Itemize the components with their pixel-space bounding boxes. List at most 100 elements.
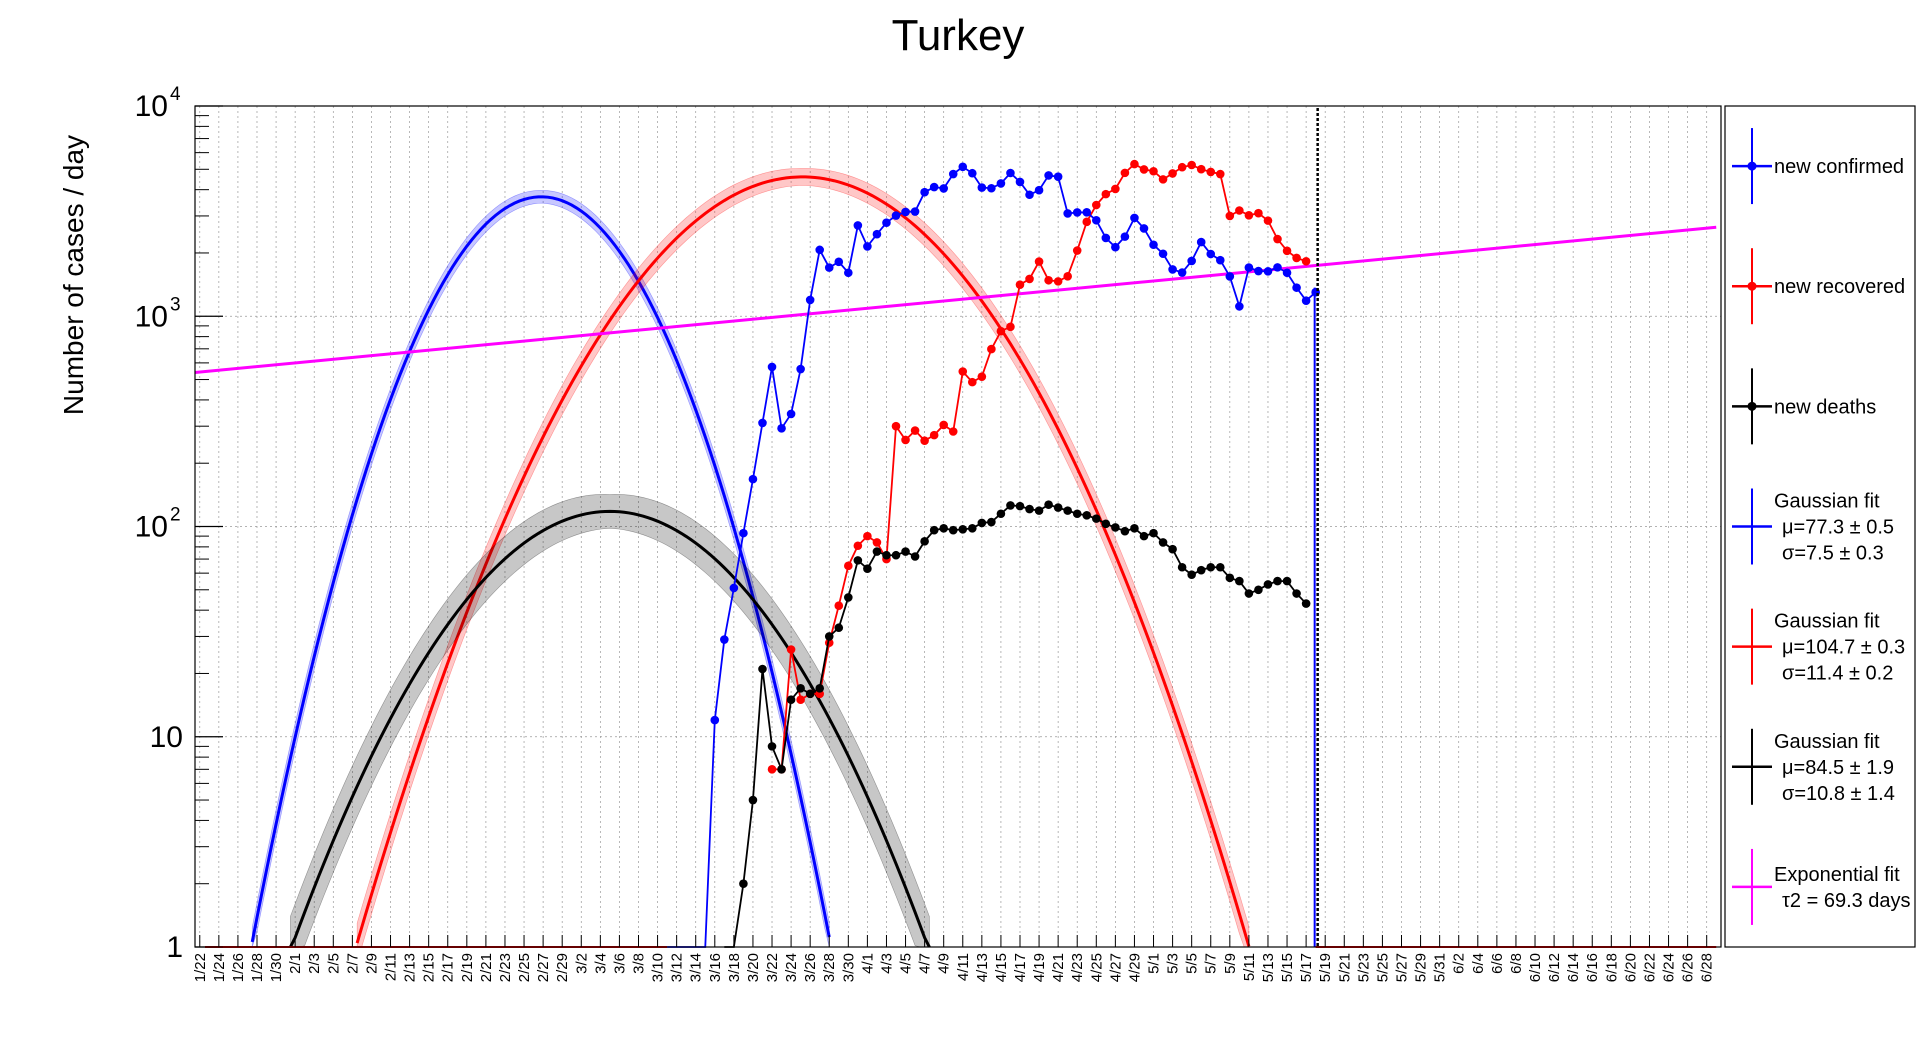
series-confirmed-point <box>1282 268 1292 278</box>
x-tick-label: 4/27 <box>1107 953 1124 982</box>
series-deaths-point <box>872 547 882 556</box>
x-tick-label: 6/24 <box>1661 953 1678 982</box>
series-confirmed-point <box>815 245 825 255</box>
series-deaths-point <box>929 525 939 535</box>
x-tick-label: 5/23 <box>1355 953 1372 982</box>
x-tick-label: 5/21 <box>1336 953 1353 982</box>
series-confirmed-point <box>1091 215 1101 225</box>
x-tick-label: 3/4 <box>592 953 609 974</box>
x-tick-label: 3/22 <box>764 953 781 982</box>
series-recovered-point <box>1196 164 1206 174</box>
x-tick-label: 5/3 <box>1165 953 1182 974</box>
series-deaths-point <box>1101 519 1111 529</box>
series-confirmed-point <box>844 268 853 278</box>
series-deaths-point <box>1196 565 1206 575</box>
series-recovered-point <box>1254 208 1263 218</box>
series-confirmed-point <box>720 635 729 644</box>
series-confirmed-point <box>1158 249 1168 259</box>
gaussian-fit-deaths-curve <box>289 509 931 948</box>
gaussian-fit-confirmed-curve <box>250 195 831 943</box>
series-confirmed-point <box>968 168 977 178</box>
series-deaths-point <box>777 765 786 774</box>
exponential-fit-line <box>194 225 1717 375</box>
series-deaths-point <box>1177 562 1187 572</box>
series-deaths-point <box>1282 576 1292 586</box>
series-confirmed-point <box>1111 242 1120 252</box>
x-tick-label: 4/23 <box>1069 953 1086 982</box>
x-tick-label: 4/3 <box>878 953 895 974</box>
y-tick-exponent: 4 <box>170 84 181 105</box>
series-recovered-point <box>977 372 987 381</box>
series-confirmed-point <box>824 263 834 272</box>
series-deaths-point <box>767 742 777 751</box>
x-tick-label: 4/21 <box>1050 953 1067 982</box>
x-tick-label: 5/7 <box>1203 953 1220 974</box>
series-recovered-point <box>1006 322 1015 332</box>
x-tick-label: 2/27 <box>535 953 552 982</box>
series-confirmed-point <box>1025 190 1034 200</box>
series-recovered-point <box>1263 216 1273 225</box>
series-confirmed-point <box>1044 171 1053 180</box>
series-deaths-point <box>977 518 987 528</box>
y-tick-label: 10 <box>135 511 168 544</box>
fit-layer <box>194 168 1717 948</box>
series-deaths-point <box>739 879 748 889</box>
series-deaths-point <box>1111 523 1120 532</box>
series-confirmed-point <box>1254 266 1263 276</box>
series-recovered-point <box>1225 211 1235 221</box>
series-confirmed-point <box>1149 240 1158 250</box>
series-recovered-point <box>891 421 901 431</box>
series-deaths-point <box>1091 514 1101 523</box>
series-confirmed-point <box>805 295 815 305</box>
series-recovered-point <box>1025 274 1034 284</box>
y-tick-exponent: 2 <box>170 505 181 526</box>
series-confirmed-point <box>739 528 748 538</box>
x-tick-label: 6/20 <box>1622 953 1639 982</box>
x-tick-label: 2/3 <box>306 953 323 974</box>
x-tick-label: 5/19 <box>1317 953 1334 982</box>
series-confirmed-point <box>729 583 739 593</box>
x-tick-label: 1/22 <box>192 953 209 982</box>
x-tick-label: 6/8 <box>1508 953 1525 974</box>
series-recovered-point <box>996 326 1006 336</box>
series-confirmed-point <box>920 187 929 197</box>
series-confirmed-point <box>1301 296 1311 305</box>
x-tick-label: 5/29 <box>1413 953 1430 982</box>
x-tick-label: 4/25 <box>1088 953 1105 982</box>
series-confirmed-point <box>1120 232 1130 241</box>
legend: new confirmed new recovered new deaths Gaus… <box>1724 105 1916 948</box>
x-tick-label: 4/19 <box>1031 953 1048 982</box>
series-deaths-point <box>1254 585 1263 595</box>
series-confirmed-point <box>1206 249 1216 259</box>
series-deaths-point <box>910 552 920 561</box>
series-recovered-point <box>1282 246 1292 256</box>
series-recovered-point <box>948 427 958 436</box>
legend-entry-text: μ=104.7 ± 0.3 <box>1782 637 1905 659</box>
x-tick-label: 2/11 <box>383 953 400 981</box>
series-deaths-point <box>824 632 834 641</box>
x-tick-label: 3/30 <box>840 953 857 982</box>
x-tick-label: 6/10 <box>1527 953 1544 982</box>
series-recovered-point <box>1120 168 1130 178</box>
series-recovered-point <box>796 695 805 705</box>
legend-entry-text: Gaussian fit <box>1774 731 1880 753</box>
series-recovered-point <box>910 426 920 435</box>
x-tick-label: 5/17 <box>1298 953 1315 982</box>
series-confirmed-point <box>834 257 844 267</box>
x-tick-label: 2/23 <box>497 953 514 982</box>
legend-entry-text: σ=10.8 ± 1.4 <box>1782 783 1895 805</box>
series-confirmed-point <box>996 179 1006 188</box>
series-recovered-point <box>901 435 910 445</box>
series-deaths-point <box>844 593 853 602</box>
series-recovered-point <box>1130 159 1139 169</box>
series-deaths-point <box>1263 580 1273 589</box>
x-tick-label: 2/15 <box>421 953 438 982</box>
series-confirmed-point <box>882 218 891 227</box>
legend-entry-text: τ2 = 69.3 days <box>1782 890 1911 912</box>
legend-entry-text: μ=77.3 ± 0.5 <box>1782 517 1894 539</box>
x-tick-label: 3/2 <box>573 953 590 974</box>
series-recovered-point <box>1177 162 1187 172</box>
legend-entry-text: Exponential fit <box>1774 864 1900 886</box>
series-deaths-point <box>882 550 891 560</box>
